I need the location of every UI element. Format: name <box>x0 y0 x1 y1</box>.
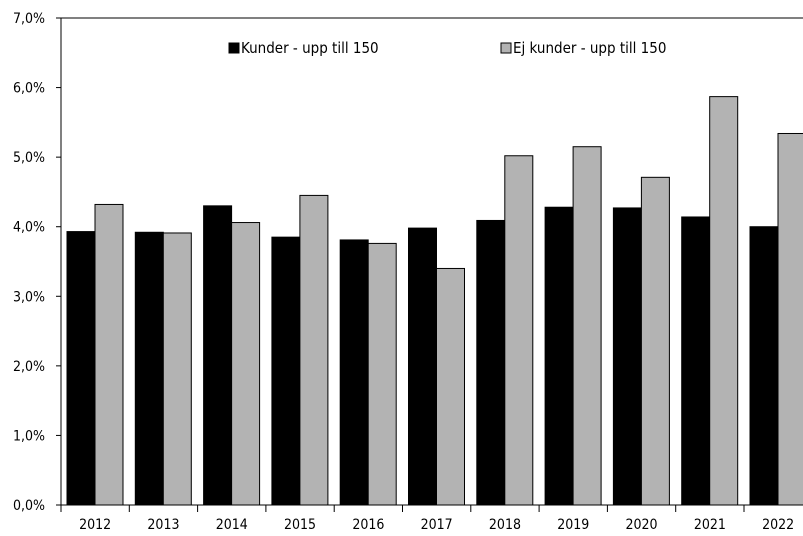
bar-series-1-2014 <box>204 206 232 505</box>
x-tick-label-2021: 2021 <box>694 517 726 533</box>
bar-series-1-2012 <box>67 232 95 505</box>
x-tick-labels: 2012 2013 2014 2015 2016 2017 2018 2019 2020 2021… <box>79 517 794 533</box>
y-tick-label: 1,0% <box>13 428 45 444</box>
bar-series-2-2019 <box>573 147 601 505</box>
y-tick-label: 3,0% <box>13 289 45 305</box>
legend-label-series-2: Ej kunder - upp till 150 <box>513 39 666 57</box>
legend-label-series-1: Kunder - upp till 150 <box>241 39 379 57</box>
y-tick-label: 6,0% <box>13 81 45 97</box>
x-tick-label-2017: 2017 <box>421 517 453 533</box>
bar-series-2-2020 <box>641 177 669 505</box>
bar-series-2-2021 <box>710 97 738 505</box>
y-tick-label: 5,0% <box>13 150 45 166</box>
bar-series-1-2021 <box>682 217 710 505</box>
x-tick-label-2012: 2012 <box>79 517 111 533</box>
bar-series-2-2014 <box>232 223 260 505</box>
x-tick-label-2018: 2018 <box>489 517 521 533</box>
bar-series-1-2017 <box>409 228 437 505</box>
bar-series-2-2018 <box>505 156 533 505</box>
bar-series-2-2012 <box>95 204 123 505</box>
x-tick-label-2022: 2022 <box>762 517 794 533</box>
legend-swatch-series-2 <box>501 43 511 53</box>
x-tick-label-2020: 2020 <box>626 517 658 533</box>
bar-series-2-2017 <box>437 268 465 505</box>
bar-series-1-2016 <box>340 240 368 505</box>
legend-swatch-series-1 <box>229 43 239 53</box>
y-tick-label: 0,0% <box>13 498 45 514</box>
x-tick-label-2019: 2019 <box>557 517 589 533</box>
bar-series-1-2022 <box>750 227 778 505</box>
y-tick-labels: 0,0% 1,0% 2,0% 3,0% 4,0% 5,0% 6,0% 7,0% <box>13 11 45 514</box>
bar-series-2-2015 <box>300 195 328 505</box>
bar-series-2-2013 <box>163 233 191 505</box>
y-tick-label: 4,0% <box>13 220 45 236</box>
bar-series-1-2013 <box>135 232 163 505</box>
y-tick-label: 7,0% <box>13 11 45 27</box>
x-tick-label-2013: 2013 <box>147 517 179 533</box>
bar-series-1-2020 <box>613 208 641 505</box>
y-tick-label: 2,0% <box>13 359 45 375</box>
x-tick-label-2014: 2014 <box>216 517 248 533</box>
bar-series-1-2019 <box>545 207 573 505</box>
x-tick-label-2015: 2015 <box>284 517 316 533</box>
bar-series-1-2015 <box>272 237 300 505</box>
bar-series-1-2018 <box>477 220 505 505</box>
bars-layer <box>67 97 803 505</box>
bar-series-2-2022 <box>778 133 803 505</box>
legend: Kunder - upp till 150 Ej kunder - upp til… <box>229 39 666 57</box>
x-tick-label-2016: 2016 <box>352 517 384 533</box>
bar-series-2-2016 <box>368 243 396 505</box>
